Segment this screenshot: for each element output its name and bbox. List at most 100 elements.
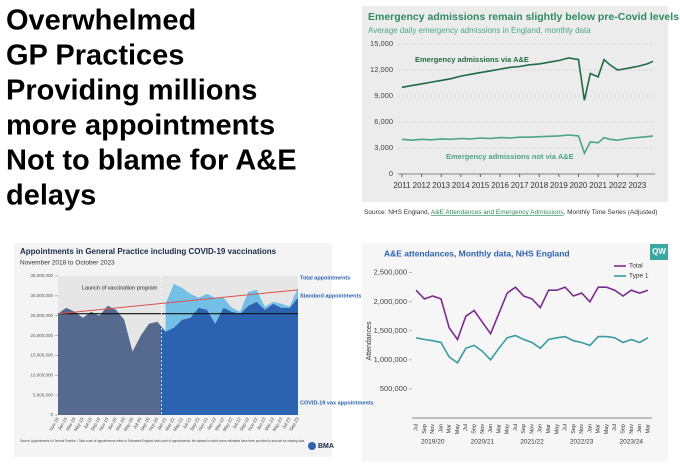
x-tick-label: May — [554, 424, 560, 435]
x-tick-label: Mar-22 — [214, 416, 226, 431]
source-note: Source: NHS England, A&E Attendances and… — [364, 209, 657, 216]
y-tick-label: 0 — [389, 169, 393, 178]
x-tick-label: Nov — [629, 424, 635, 434]
x-tick-label: Jul-19 — [83, 416, 94, 430]
x-tick-label: Jan — [637, 424, 643, 433]
y-tick-label: 15,000,000 — [30, 353, 53, 358]
x-tick-label: Nov-21 — [197, 416, 209, 431]
series-line — [415, 334, 649, 364]
x-tick-label: 2023 — [628, 181, 646, 190]
y-tick-label: 1,000,000 — [374, 355, 407, 364]
legend-label: COVID-19 vax appointments — [300, 400, 374, 406]
y-tick-label: 30,000,000 — [30, 293, 53, 298]
chart-title: A&E attendances, Monthly data, NHS Engla… — [384, 248, 570, 258]
x-tick-label: Jul-23 — [281, 416, 292, 430]
x-tick-label: Mar — [645, 424, 651, 434]
y-axis-label: Attendances — [366, 321, 373, 360]
x-tick-label: Sep-23 — [288, 416, 300, 431]
x-tick-label: Jan — [488, 424, 494, 433]
x-tick-label: Jul — [612, 424, 618, 431]
x-tick-label: Jul — [563, 424, 569, 431]
y-tick-label: 1,500,000 — [374, 326, 407, 335]
y-tick-label: 500,000 — [380, 384, 407, 393]
chart-subtitle: November 2018 to October 2023 — [20, 260, 115, 267]
x-group-label: 2020/21 — [471, 439, 495, 446]
x-tick-label: Jul — [513, 424, 519, 431]
chart-subtitle: Average daily emergency admissions in En… — [368, 26, 591, 35]
x-tick-label: 2017 — [511, 181, 529, 190]
legend-label: Total — [629, 263, 643, 270]
x-tick-label: Mar-20 — [115, 416, 127, 431]
headline-line: Not to blame for A&E — [6, 145, 297, 177]
x-tick-label: Nov — [480, 424, 486, 434]
x-tick-label: 2018 — [530, 181, 548, 190]
x-tick-label: Mar — [546, 424, 552, 434]
source-part: A&E Attendances and Emergency Admissions — [431, 209, 564, 216]
x-tick-label: 2012 — [413, 181, 431, 190]
logo-mark — [308, 442, 316, 450]
x-tick-label: 2022 — [609, 181, 627, 190]
footnote: Source: Appointments in General Practice… — [20, 439, 305, 443]
x-tick-label: Jul — [414, 424, 420, 431]
series-area — [58, 297, 298, 415]
x-tick-label: Mar-19 — [65, 416, 77, 431]
x-tick-label: May — [455, 424, 461, 435]
panel — [362, 6, 668, 202]
y-tick-label: 0 — [50, 412, 53, 417]
x-tick-label: 2020 — [570, 181, 588, 190]
x-tick-label: Nov-19 — [98, 416, 110, 431]
logo: QW — [652, 247, 666, 256]
chart-title: Appointments in General Practice includi… — [20, 247, 277, 256]
x-tick-label: Jul — [463, 424, 469, 431]
x-tick-label: Jan — [538, 424, 544, 433]
x-tick-label: Jan-20 — [107, 416, 118, 431]
x-tick-label: Jul-20 — [132, 416, 143, 430]
x-tick-label: Sep — [472, 424, 478, 434]
legend-label: Type 1 — [629, 273, 649, 280]
y-tick-label: 25,000,000 — [30, 313, 53, 318]
x-tick-label: Jan-23 — [256, 416, 267, 431]
y-tick-label: 5,000,000 — [33, 392, 54, 397]
y-tick-label: 20,000,000 — [30, 333, 53, 338]
x-tick-label: Sep-22 — [239, 416, 251, 431]
x-tick-label: 2015 — [471, 181, 489, 190]
series-label: Emergency admissions not via A&E — [446, 152, 574, 161]
y-tick-label: 15,000 — [370, 39, 393, 48]
x-tick-label: May — [604, 424, 610, 435]
x-tick-label: Jan — [587, 424, 593, 433]
series-line — [401, 57, 654, 101]
x-tick-label: Sep — [571, 424, 577, 434]
y-tick-label: 6,000 — [374, 117, 393, 126]
x-tick-label: Jan-19 — [57, 416, 68, 431]
x-tick-label: Sep — [422, 424, 428, 434]
x-group-label: 2021/22 — [520, 439, 544, 446]
x-tick-label: 2011 — [393, 181, 411, 190]
series-area — [165, 283, 298, 332]
y-tick-label: 3,000 — [374, 143, 393, 152]
x-tick-label: Sep-20 — [139, 416, 151, 431]
x-tick-label: 2021 — [589, 181, 607, 190]
logo: BMA — [318, 443, 334, 450]
x-tick-label: Jul-21 — [182, 416, 193, 430]
trend-line — [57, 289, 299, 315]
x-tick-label: Jul-22 — [232, 416, 243, 430]
y-tick-label: 12,000 — [370, 65, 393, 74]
headline-line: Providing millions — [6, 75, 257, 107]
x-tick-label: Nov-22 — [247, 416, 259, 431]
x-tick-label: 2013 — [432, 181, 450, 190]
y-tick-label: 35,000,000 — [30, 273, 53, 278]
y-tick-label: 2,000,000 — [374, 297, 407, 306]
x-group-label: 2019/20 — [421, 439, 445, 446]
x-tick-label: Sep — [620, 424, 626, 434]
x-tick-label: Jan-21 — [156, 416, 167, 431]
x-tick-label: Nov — [529, 424, 535, 434]
annotation: Launch of vaccination program — [82, 285, 158, 291]
x-tick-label: Nov — [579, 424, 585, 434]
logo-box — [650, 244, 668, 260]
legend-label: Total appointments — [300, 275, 350, 281]
x-tick-label: 2019 — [550, 181, 568, 190]
series-line — [401, 134, 654, 156]
y-tick-label: 10,000,000 — [30, 372, 53, 377]
series-label: Emergency admissions via A&E — [415, 55, 529, 64]
